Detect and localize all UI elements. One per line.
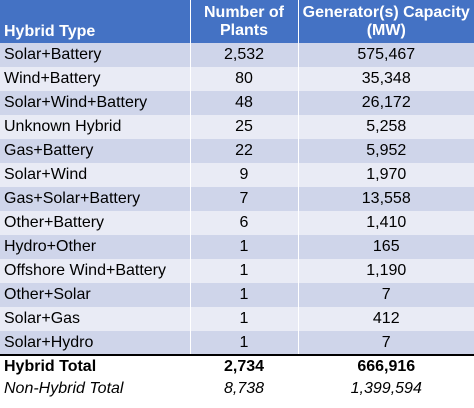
cell-hybrid-type: Unknown Hybrid [0,115,191,139]
table-row: Other+Solar 1 7 [0,283,474,307]
cell-hybrid-type: Other+Battery [0,211,191,235]
cell-capacity: 575,467 [357,46,416,63]
table-row: Solar+Battery 2,532 575,467 [0,43,474,67]
cell-capacity: 1,190 [366,262,407,279]
table-row: Gas+Solar+Battery 7 13,558 [0,187,474,211]
cell-number-of-plants: 22 [190,139,299,163]
cell-hybrid-type: Wind+Battery [0,67,191,91]
cell-capacity: 412 [372,310,400,327]
cell-capacity: 5,952 [366,142,407,159]
hybrid-total-capacity: 666,916 [298,354,474,378]
cell-number-of-plants: 7 [190,187,299,211]
hybrid-total-row: Hybrid Total 2,734 666,916 [0,354,474,378]
cell-capacity: 165 [372,238,400,255]
cell-capacity: 13,558 [361,190,411,207]
table-row: Solar+Gas 1 412 [0,307,474,331]
header-generator-capacity: Generator(s) Capacity (MW) [302,3,470,39]
table-body: Solar+Battery 2,532 575,467 Wind+Battery… [0,43,474,400]
cell-number-of-plants: 48 [190,91,299,115]
cell-number-of-plants: 1 [190,259,299,283]
cell-hybrid-type: Offshore Wind+Battery [0,259,191,283]
non-hybrid-total-capacity: 1,399,594 [350,380,422,397]
table-row: Unknown Hybrid 25 5,258 [0,115,474,139]
table-row: Wind+Battery 80 35,348 [0,67,474,91]
cell-number-of-plants: 6 [190,211,299,235]
cell-capacity: 1,410 [366,214,407,231]
cell-number-of-plants: 1 [190,283,299,307]
cell-hybrid-type: Other+Solar [0,283,191,307]
header-hybrid-type: Hybrid Type [0,0,191,43]
cell-capacity: 7 [381,333,391,351]
table-row: Gas+Battery 22 5,952 [0,139,474,163]
table-row: Hydro+Other 1 165 [0,235,474,259]
cell-capacity: 1,970 [366,166,407,183]
header-number-of-plants: Number of Plants [190,0,299,43]
cell-number-of-plants: 1 [190,331,299,355]
cell-number-of-plants: 25 [190,115,299,139]
header-row: Hybrid Type Number of Plants Generator(s… [0,0,474,43]
table-row: Offshore Wind+Battery 1 1,190 [0,259,474,283]
table-row: Solar+Hydro 1 7 [0,331,474,355]
cell-hybrid-type: Gas+Battery [0,139,191,163]
cell-hybrid-type: Solar+Battery [0,43,191,67]
table-row: Solar+Wind+Battery 48 26,172 [0,91,474,115]
cell-hybrid-type: Solar+Gas [0,307,191,331]
non-hybrid-total-row: Non-Hybrid Total 8,738 1,399,594 [0,378,474,400]
table-row: Other+Battery 6 1,410 [0,211,474,235]
cell-capacity: 5,258 [366,118,407,135]
cell-number-of-plants: 1 [190,307,299,331]
cell-capacity: 35,348 [361,70,411,87]
table-row: Solar+Wind 9 1,970 [0,163,474,187]
hybrid-total-label: Hybrid Total [0,354,191,378]
cell-number-of-plants: 2,532 [190,43,299,67]
hybrid-total-plants: 2,734 [190,354,299,378]
non-hybrid-total-plants: 8,738 [190,378,299,400]
cell-capacity: 7 [381,286,391,303]
cell-number-of-plants: 1 [190,235,299,259]
cell-hybrid-type: Solar+Wind+Battery [0,91,191,115]
cell-hybrid-type: Solar+Hydro [0,331,191,355]
cell-capacity: 26,172 [361,94,411,111]
cell-number-of-plants: 9 [190,163,299,187]
cell-hybrid-type: Gas+Solar+Battery [0,187,191,211]
table-header: Hybrid Type Number of Plants Generator(s… [0,0,474,43]
cell-hybrid-type: Hydro+Other [0,235,191,259]
cell-number-of-plants: 80 [190,67,299,91]
non-hybrid-total-label: Non-Hybrid Total [0,378,191,400]
cell-hybrid-type: Solar+Wind [0,163,191,187]
